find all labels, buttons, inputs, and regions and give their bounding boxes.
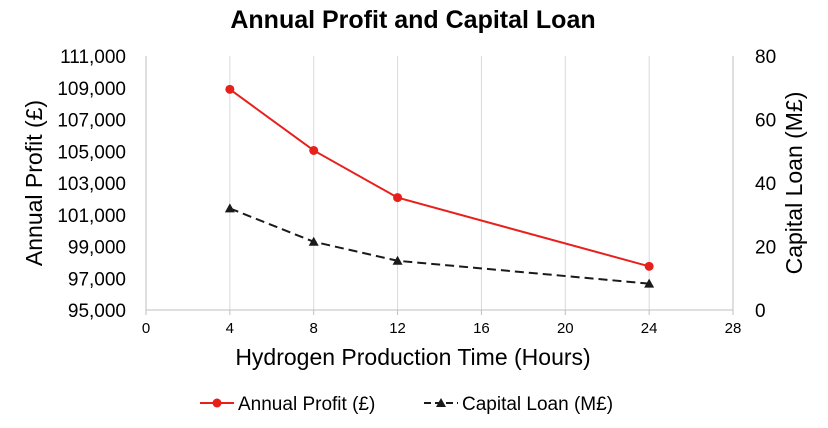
left-y-tick-label: 103,000 bbox=[57, 174, 126, 195]
x-axis-label: Hydrogen Production Time (Hours) bbox=[235, 344, 590, 370]
gridlines bbox=[229, 56, 650, 310]
left-y-tick-label: 97,000 bbox=[68, 269, 126, 290]
legend: Annual Profit (£) Capital Loan (M£) bbox=[200, 394, 613, 415]
right-y-tick-label: 20 bbox=[755, 238, 776, 259]
right-y-tick-label: 60 bbox=[755, 111, 776, 132]
left-y-tick-label: 99,000 bbox=[68, 238, 126, 259]
x-tick-label: 24 bbox=[641, 320, 658, 337]
x-tick-label: 16 bbox=[473, 320, 490, 337]
left-y-tick-label: 101,000 bbox=[57, 206, 126, 227]
x-tick-label: 12 bbox=[389, 320, 406, 337]
x-tick-label: 20 bbox=[557, 320, 574, 337]
right-y-tick-label: 40 bbox=[755, 174, 776, 195]
right-y-tick-label: 0 bbox=[755, 301, 766, 322]
right-y-tick-label: 80 bbox=[755, 47, 776, 68]
data-point-annual-profit bbox=[644, 261, 654, 271]
x-tick-label: 28 bbox=[725, 320, 742, 337]
x-tick-label: 0 bbox=[142, 320, 150, 337]
x-tick-label: 8 bbox=[310, 320, 318, 337]
legend-swatch-profit-marker bbox=[212, 398, 222, 408]
right-y-axis-label: Capital Loan (M£) bbox=[781, 92, 807, 275]
data-point-annual-profit bbox=[393, 193, 403, 203]
series-line-annual-profit bbox=[229, 88, 650, 268]
left-y-tick-label: 109,000 bbox=[57, 79, 126, 100]
data-point-annual-profit bbox=[309, 145, 319, 155]
series-line-capital-loan bbox=[229, 207, 650, 285]
left-y-tick-label: 95,000 bbox=[68, 301, 126, 322]
data-point-capital-loan bbox=[224, 203, 235, 213]
axes bbox=[145, 56, 734, 311]
legend-label-profit: Annual Profit (£) bbox=[238, 394, 375, 415]
x-ticks: 0 4 8 12 16 20 24 28 bbox=[142, 310, 742, 337]
series-layer bbox=[224, 84, 655, 288]
chart-title: Annual Profit and Capital Loan bbox=[230, 6, 595, 34]
data-point-capital-loan bbox=[392, 255, 403, 265]
x-tick-label: 4 bbox=[226, 320, 234, 337]
data-point-annual-profit bbox=[225, 84, 235, 94]
legend-label-loan: Capital Loan (M£) bbox=[462, 394, 613, 415]
data-point-capital-loan bbox=[308, 236, 319, 246]
left-y-ticks: 95,000 97,000 99,000 101,000 103,000 105,000 1… bbox=[57, 47, 126, 322]
left-y-tick-label: 107,000 bbox=[57, 111, 126, 132]
data-point-capital-loan bbox=[644, 278, 655, 288]
right-y-ticks: 0 20 40 60 80 bbox=[755, 47, 776, 322]
left-y-tick-label: 105,000 bbox=[57, 142, 126, 163]
left-y-tick-label: 111,000 bbox=[60, 47, 126, 68]
legend-swatch-loan-marker bbox=[436, 398, 446, 407]
left-y-axis-label: Annual Profit (£) bbox=[21, 100, 47, 266]
